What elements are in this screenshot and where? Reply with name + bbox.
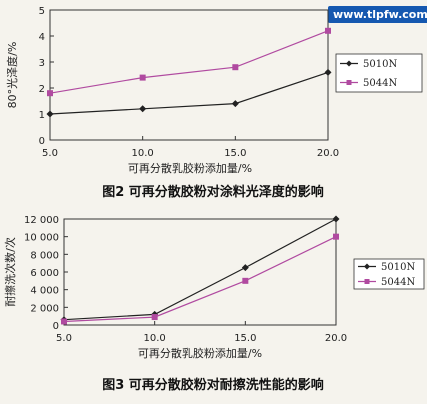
x-axis-label: 可再分散乳胶粉添加量/% [138,346,262,360]
data-point-5044N [333,233,339,240]
series-line-5044N [63,236,337,323]
y-tick-label: 8 000 [30,250,59,261]
x-tick-label: 20.0 [317,148,339,159]
y-tick-label: 10 000 [24,233,59,244]
y-tick-label: 4 [39,32,45,43]
legend-label-5044N: 5044N [381,277,415,288]
chart-2: 0 1 2 3 4 5 5.0 10.0 15.0 20.0 可再分散乳胶粉添加量/% 80°光泽度/… [5,6,423,200]
legend-label-5010N: 5010N [381,262,415,273]
x-tick-label: 10.0 [132,148,154,159]
data-point-5044N [61,318,67,325]
site-watermark: www.tlpfw.com [328,6,427,23]
x-tick-label: 15.0 [224,148,246,159]
legend-label-5010N: 5010N [363,59,397,70]
x-tick-label: 5.0 [56,333,72,344]
data-point-5010N [231,100,239,108]
legend-marker-5044N [364,279,370,284]
legend-marker-5010N [364,263,370,270]
y-axis-label: 耐擦洗次数/次 [3,237,17,307]
y-tick-label: 1 [39,110,45,121]
plot-frame [49,9,329,141]
y-axis-label: 80°光泽度/% [5,42,19,109]
y-tick-label: 4 000 [30,286,59,297]
plot-frame [63,218,337,326]
y-tick-label: 5 [39,6,45,17]
x-tick-label: 20.0 [325,333,347,344]
series-line-5010N [49,71,329,115]
y-tick-label: 0 [39,136,45,147]
y-tick-label: 2 000 [30,303,59,314]
legend-marker-5044N [346,80,352,85]
series-line-5010N [63,218,337,321]
data-point-5044N [139,74,146,81]
y-tick-label: 2 [39,84,45,95]
legend-marker-5010N [346,60,352,67]
legend-box [335,53,423,93]
y-tick-label: 6 000 [30,268,59,279]
data-point-5044N [47,90,53,97]
figure-caption: 图2 可再分散胶粉对涂料光泽度的影响 [102,184,324,200]
series-line-5044N [49,30,329,94]
data-point-5010N [241,264,249,272]
data-point-5044N [151,314,158,321]
figure-caption: 图3 可再分散胶粉对耐擦洗性能的影响 [102,377,324,393]
x-tick-label: 15.0 [234,333,256,344]
y-tick-label: 12 000 [24,215,59,226]
legend-label-5044N: 5044N [363,78,397,89]
data-point-5010N [332,215,340,223]
data-point-5010N [139,105,147,113]
x-tick-label: 10.0 [144,333,166,344]
data-point-5044N [325,27,331,34]
chart-3: 0 2 000 4 000 6 000 8 000 10 000 12 000 5.0 10.0… [3,215,425,393]
x-tick-label: 5.0 [42,148,58,159]
data-point-5044N [242,277,249,284]
data-point-5044N [232,64,239,71]
y-tick-label: 0 [53,321,59,332]
y-tick-label: 3 [39,58,45,69]
data-point-5010N [324,68,332,76]
data-point-5010N [46,110,54,118]
x-axis-label: 可再分散乳胶粉添加量/% [128,161,252,175]
